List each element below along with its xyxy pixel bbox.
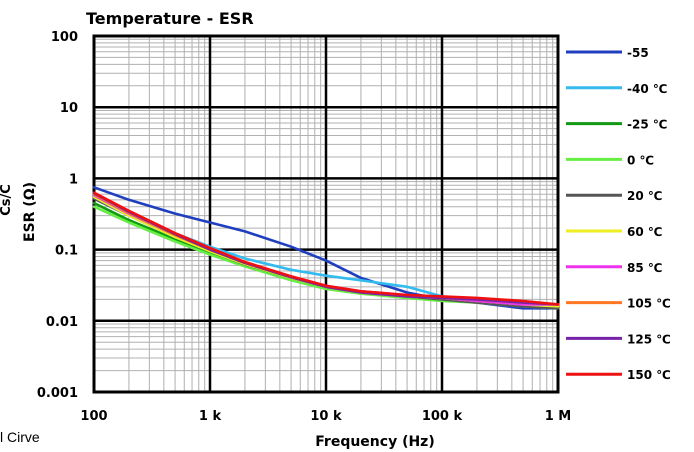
y-tick-label: 0.001 xyxy=(37,386,78,401)
legend-label: 85 ℃ xyxy=(627,261,662,275)
legend-label: 60 ℃ xyxy=(627,225,662,239)
y-axis-label: ESR (Ω) xyxy=(22,182,38,242)
x-tick-label: 1 M xyxy=(545,409,572,424)
x-tick-label: 10 k xyxy=(310,409,342,424)
legend-label: -40 ℃ xyxy=(627,82,667,96)
x-axis-label: Frequency (Hz) xyxy=(315,434,434,450)
y-axis-label-cut: Cs/C xyxy=(0,184,14,216)
x-tick-label: 100 xyxy=(80,409,107,424)
legend-label: 0 ℃ xyxy=(627,153,654,167)
series-line-9 xyxy=(92,191,560,306)
figure-caption: l Cirve xyxy=(0,429,40,445)
y-tick-label: 100 xyxy=(51,30,78,45)
x-tick-label: 100 k xyxy=(422,409,463,424)
y-tick-label: 0.01 xyxy=(46,315,78,330)
legend-label: 150 ℃ xyxy=(627,368,671,382)
legend-label: 105 ℃ xyxy=(627,297,671,311)
chart-title: Temperature - ESR xyxy=(86,9,254,28)
y-tick-label: 10 xyxy=(60,101,78,116)
y-tick-label: 0.1 xyxy=(55,244,78,259)
series-lines xyxy=(92,186,560,310)
legend-label: -25 ℃ xyxy=(627,118,667,132)
legend-label: 20 ℃ xyxy=(627,189,662,203)
legend-label: -55 xyxy=(627,46,649,60)
x-tick-label: 1 k xyxy=(199,409,222,424)
legend: -55 -40 ℃ -25 ℃ 0 ℃ 20 ℃ 60 ℃ 85 ℃ 105 ℃ 125 ℃ 15… xyxy=(566,46,671,382)
grid xyxy=(92,34,560,394)
y-tick-label: 1 xyxy=(69,172,78,187)
legend-label: 125 ℃ xyxy=(627,332,671,346)
plot-frame xyxy=(92,34,560,394)
